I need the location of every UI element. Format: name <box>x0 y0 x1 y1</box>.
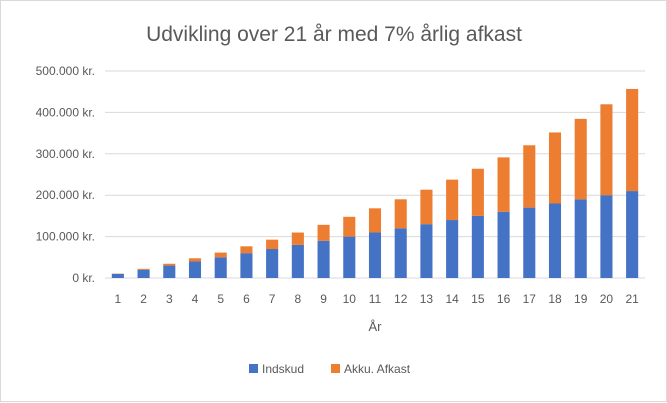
bar-indskud <box>575 199 587 278</box>
bar-afkast <box>446 180 458 220</box>
bar-indskud <box>395 228 407 278</box>
bar-afkast <box>318 225 330 241</box>
bar-indskud <box>420 224 432 278</box>
bars <box>112 89 638 278</box>
legend: Indskud Akku. Afkast <box>249 362 411 376</box>
x-axis-title: År <box>369 319 383 334</box>
bar-indskud <box>292 245 304 278</box>
x-tick-label: 15 <box>471 292 485 306</box>
bar-afkast <box>189 258 201 261</box>
x-tick-label: 12 <box>394 292 408 306</box>
bar-indskud <box>240 253 252 278</box>
bar-afkast <box>600 104 612 195</box>
bar-afkast <box>420 190 432 224</box>
x-tick-label: 13 <box>420 292 434 306</box>
bar-afkast <box>395 199 407 228</box>
x-tick-label: 20 <box>600 292 614 306</box>
x-tick-label: 11 <box>369 292 382 306</box>
x-tick-label: 18 <box>548 292 562 306</box>
bar-indskud <box>446 220 458 278</box>
legend-swatch <box>249 364 258 373</box>
x-tick-label: 8 <box>295 292 302 306</box>
x-tick-label: 5 <box>217 292 224 306</box>
x-tick-label: 9 <box>320 292 327 306</box>
y-axis-ticks: 0 kr. 100.000 kr. 200.000 kr. 300.000 kr. 40… <box>36 64 95 285</box>
y-tick-label: 300.000 kr. <box>36 147 95 161</box>
bar-indskud <box>369 232 381 278</box>
x-tick-label: 19 <box>574 292 588 306</box>
bar-indskud <box>343 237 355 278</box>
x-tick-label: 21 <box>625 292 639 306</box>
bar-indskud <box>523 208 535 278</box>
x-tick-label: 7 <box>269 292 276 306</box>
bar-afkast <box>575 119 587 199</box>
bar-indskud <box>626 191 638 278</box>
x-tick-label: 1 <box>115 292 122 306</box>
bar-afkast <box>138 269 150 270</box>
y-tick-label: 100.000 kr. <box>36 230 95 244</box>
chart-title: Udvikling over 21 år med 7% årlig afkast <box>146 23 522 46</box>
bar-afkast <box>472 169 484 216</box>
bar-afkast <box>343 217 355 237</box>
bar-indskud <box>163 266 175 278</box>
bar-indskud <box>600 195 612 278</box>
bar-afkast <box>523 145 535 207</box>
x-tick-label: 16 <box>497 292 511 306</box>
bar-afkast <box>163 264 175 266</box>
bar-indskud <box>189 261 201 278</box>
bar-afkast <box>240 246 252 253</box>
y-tick-label: 200.000 kr. <box>36 188 95 202</box>
bar-indskud <box>318 241 330 278</box>
x-tick-label: 10 <box>343 292 357 306</box>
bar-afkast <box>549 132 561 203</box>
bar-indskud <box>215 257 227 278</box>
bar-afkast <box>626 89 638 191</box>
bar-afkast <box>498 157 510 211</box>
y-tick-label: 0 kr. <box>72 271 95 285</box>
bar-afkast <box>266 240 278 249</box>
x-tick-label: 2 <box>140 292 147 306</box>
legend-label: Akku. Afkast <box>344 362 411 376</box>
legend-swatch <box>331 364 340 373</box>
legend-label: Indskud <box>262 362 304 376</box>
bar-afkast <box>369 208 381 232</box>
x-tick-label: 17 <box>523 292 537 306</box>
bar-indskud <box>498 212 510 278</box>
y-tick-label: 400.000 kr. <box>36 105 95 119</box>
bar-indskud <box>266 249 278 278</box>
bar-afkast <box>215 253 227 258</box>
x-tick-label: 6 <box>243 292 250 306</box>
y-tick-label: 500.000 kr. <box>36 64 95 78</box>
bar-indskud <box>472 216 484 278</box>
bar-afkast <box>292 233 304 245</box>
x-tick-label: 14 <box>445 292 459 306</box>
bar-indskud <box>138 270 150 278</box>
x-tick-label: 3 <box>166 292 173 306</box>
bar-indskud <box>112 274 124 278</box>
x-tick-label: 4 <box>192 292 199 306</box>
bar-indskud <box>549 203 561 278</box>
